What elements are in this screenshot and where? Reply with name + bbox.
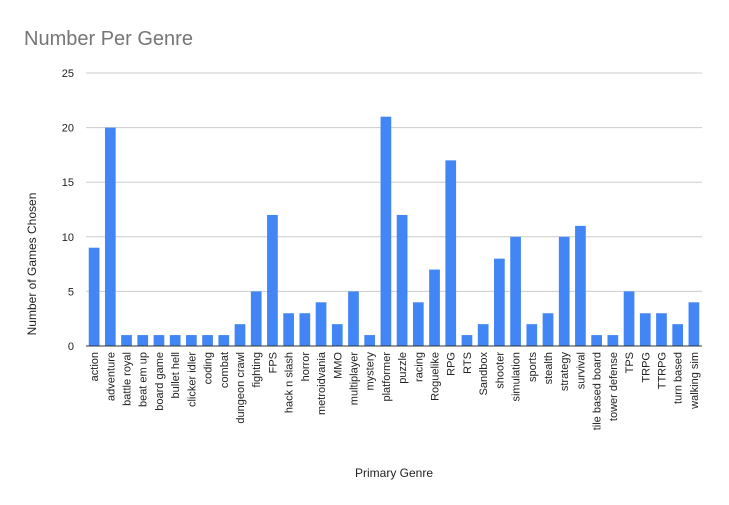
x-tick-label: racing (413, 352, 425, 382)
bar (364, 335, 376, 346)
bar (283, 313, 294, 346)
bar (575, 225, 586, 346)
bar (380, 116, 392, 347)
x-tick-label: board game (154, 352, 166, 411)
x-tick-label: mystery (365, 352, 377, 391)
x-tick-label: strategy (559, 352, 571, 392)
bar (250, 291, 262, 346)
x-tick-label: battle royal (122, 352, 134, 406)
bar (461, 335, 473, 346)
bar (494, 258, 505, 346)
x-tick-label: action (89, 352, 101, 381)
x-tick-label: TPS (624, 352, 636, 373)
x-tick-label: turn based (673, 352, 685, 404)
x-tick-label: platformer (381, 352, 393, 402)
x-tick-label: survival (575, 352, 587, 389)
x-tick-label: beat em up (138, 352, 150, 407)
bar (526, 324, 538, 346)
y-tick-label: 15 (62, 177, 74, 189)
x-tick-label: MMO (332, 352, 344, 379)
x-tick-label: shooter (494, 352, 506, 389)
bar (510, 236, 521, 346)
y-tick-label: 10 (62, 232, 74, 244)
x-tick-label: Roguelike (430, 352, 442, 401)
bar (315, 302, 327, 346)
bar (607, 335, 619, 346)
bar (331, 324, 343, 346)
y-tick-label: 0 (68, 341, 74, 353)
y-axis-ticks: 0 5 10 15 20 25 (62, 68, 74, 353)
bar (121, 335, 132, 346)
x-tick-label: hack n slash (284, 352, 296, 413)
bar (656, 313, 667, 346)
x-tick-label: clicker idler (186, 352, 198, 407)
gridlines (86, 72, 702, 292)
y-tick-label: 5 (68, 286, 74, 298)
x-tick-label: FPS (267, 352, 279, 373)
x-tick-label: dungeon crawl (235, 352, 247, 424)
bar (688, 302, 700, 346)
chart-title: Number Per Genre (24, 28, 193, 50)
bar (639, 313, 651, 346)
x-tick-label: TTRPG (656, 352, 668, 389)
bar (542, 313, 554, 346)
bar (412, 302, 424, 346)
x-tick-label: tile based board (592, 352, 604, 430)
bar (445, 160, 457, 346)
bar (429, 269, 440, 346)
bar (234, 324, 246, 346)
x-tick-label: TRPG (640, 352, 652, 383)
x-tick-label: combat (219, 352, 231, 388)
y-axis-label: Number of Games Chosen (25, 193, 39, 336)
x-tick-label: walking sim (689, 352, 701, 410)
bar (591, 335, 602, 346)
bar (348, 291, 359, 346)
y-tick-label: 20 (62, 123, 74, 135)
bar (169, 335, 181, 346)
x-tick-label: coding (203, 352, 215, 384)
x-tick-label: bullet hell (170, 352, 182, 398)
bar (104, 127, 116, 346)
bar (267, 214, 278, 346)
bars (88, 116, 700, 347)
bar (558, 236, 570, 346)
bar (137, 335, 149, 346)
bar (88, 247, 100, 346)
x-tick-label: puzzle (397, 352, 409, 384)
x-tick-label: RPG (446, 352, 458, 376)
x-tick-label: multiplayer (348, 352, 360, 406)
bar (672, 324, 684, 346)
bar (477, 324, 489, 346)
x-tick-label: tower defense (608, 352, 620, 421)
x-tick-label: fighting (251, 352, 263, 387)
x-tick-label: sports (527, 352, 539, 382)
bar (202, 335, 213, 346)
x-tick-label: stealth (543, 352, 555, 384)
x-axis-label: Primary Genre (355, 466, 433, 480)
bar (299, 313, 311, 346)
x-axis-ticks: action adventure battle royal beat em up boa… (89, 351, 701, 430)
bar (153, 335, 165, 346)
x-tick-label: horror (300, 352, 312, 382)
y-tick-label: 25 (62, 68, 74, 80)
x-tick-label: simulation (511, 352, 523, 402)
bar (186, 335, 197, 346)
x-tick-label: adventure (105, 352, 117, 401)
bar (218, 335, 230, 346)
x-tick-label: Sandbox (478, 352, 490, 396)
x-tick-label: metroidvania (316, 351, 328, 415)
bar (396, 214, 408, 346)
bar (623, 291, 635, 346)
x-tick-label: RTS (462, 352, 474, 374)
